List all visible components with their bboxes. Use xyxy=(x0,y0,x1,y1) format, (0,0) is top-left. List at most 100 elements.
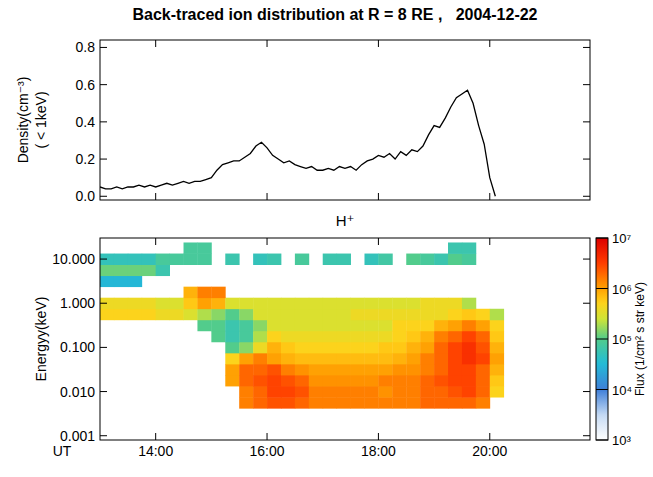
flux-cell xyxy=(309,331,323,342)
flux-cell xyxy=(323,320,337,331)
flux-cell xyxy=(406,353,420,364)
flux-cell xyxy=(170,254,184,265)
flux-cell xyxy=(378,331,392,342)
y-tick xyxy=(100,391,107,392)
y-tick-label: 1.000 xyxy=(60,295,95,311)
flux-cell xyxy=(211,287,225,298)
flux-cell xyxy=(211,309,225,320)
x-tick xyxy=(155,433,156,440)
x-tick-label: 14:00 xyxy=(138,443,173,459)
flux-cell xyxy=(253,364,267,375)
flux-cell xyxy=(420,331,434,342)
x-tick xyxy=(489,433,490,440)
flux-cell xyxy=(267,364,281,375)
flux-cell xyxy=(323,375,337,386)
flux-cell xyxy=(351,364,365,375)
flux-cell xyxy=(323,353,337,364)
flux-cell xyxy=(156,298,170,309)
flux-cell xyxy=(378,397,392,409)
flux-cell xyxy=(448,364,462,375)
flux-cell xyxy=(490,353,504,364)
flux-cell xyxy=(420,375,434,386)
flux-cell xyxy=(420,397,434,409)
flux-cell xyxy=(211,320,225,331)
flux-cell xyxy=(267,320,281,331)
flux-cell xyxy=(378,309,392,320)
y-tick xyxy=(583,121,590,122)
flux-cell xyxy=(142,309,156,320)
y-tick xyxy=(100,435,107,436)
flux-cell xyxy=(448,254,462,265)
y-tick xyxy=(583,47,590,48)
flux-cell xyxy=(281,298,295,309)
flux-cell xyxy=(392,397,406,409)
y-tick xyxy=(583,391,590,392)
flux-cell xyxy=(114,298,128,309)
flux-cell xyxy=(253,298,267,309)
flux-cell xyxy=(434,342,448,353)
flux-cell xyxy=(351,320,365,331)
flux-cell xyxy=(378,254,392,265)
flux-cell xyxy=(337,331,351,342)
flux-cell xyxy=(142,265,156,276)
chart-root: Back-traced ion distribution at R = 8 RE… xyxy=(0,0,653,477)
flux-cell xyxy=(364,309,378,320)
flux-cell xyxy=(462,254,476,265)
flux-cell xyxy=(364,320,378,331)
flux-cell xyxy=(420,309,434,320)
y-tick xyxy=(100,84,107,85)
flux-cell xyxy=(490,386,504,397)
flux-cell xyxy=(490,375,504,386)
flux-cell xyxy=(448,242,462,253)
plot-area xyxy=(100,242,504,408)
flux-cell xyxy=(239,331,253,342)
flux-cell xyxy=(420,364,434,375)
colorbar-tick xyxy=(596,440,608,441)
flux-cell xyxy=(100,254,114,265)
flux-cell xyxy=(267,298,281,309)
flux-cell xyxy=(197,320,211,331)
flux-cell xyxy=(351,331,365,342)
flux-cell xyxy=(337,386,351,397)
flux-cell xyxy=(378,386,392,397)
flux-cell xyxy=(420,320,434,331)
flux-cell xyxy=(490,364,504,375)
flux-cell xyxy=(420,254,434,265)
flux-cell xyxy=(448,397,462,409)
panel-title: H⁺ xyxy=(336,212,355,229)
flux-cell xyxy=(309,397,323,409)
flux-cell xyxy=(295,397,309,409)
y-tick-label: 0.6 xyxy=(76,77,96,93)
flux-cell xyxy=(225,342,239,353)
x-tick xyxy=(489,238,490,245)
flux-cell xyxy=(337,375,351,386)
y-tick xyxy=(583,84,590,85)
x-tick xyxy=(489,40,490,47)
flux-cell xyxy=(295,342,309,353)
flux-cell xyxy=(281,375,295,386)
flux-cell xyxy=(309,364,323,375)
flux-cell xyxy=(184,254,198,265)
flux-cell xyxy=(184,309,198,320)
flux-cell xyxy=(337,364,351,375)
flux-cell xyxy=(100,298,114,309)
flux-cell xyxy=(225,375,239,386)
flux-cell xyxy=(267,254,281,265)
flux-cell xyxy=(281,331,295,342)
y-tick xyxy=(100,259,107,260)
flux-cell xyxy=(281,342,295,353)
flux-cell xyxy=(434,364,448,375)
y-tick-label: 0.0 xyxy=(76,188,96,204)
flux-cell xyxy=(225,298,239,309)
flux-cell xyxy=(448,342,462,353)
flux-cell xyxy=(281,364,295,375)
flux-cell xyxy=(462,309,476,320)
flux-cell xyxy=(406,375,420,386)
flux-cell xyxy=(420,386,434,397)
flux-cell xyxy=(211,331,225,342)
y-tick-label: 0.4 xyxy=(76,114,96,130)
flux-cell xyxy=(378,364,392,375)
flux-cell xyxy=(337,342,351,353)
flux-cell xyxy=(114,254,128,265)
x-tick xyxy=(267,238,268,245)
